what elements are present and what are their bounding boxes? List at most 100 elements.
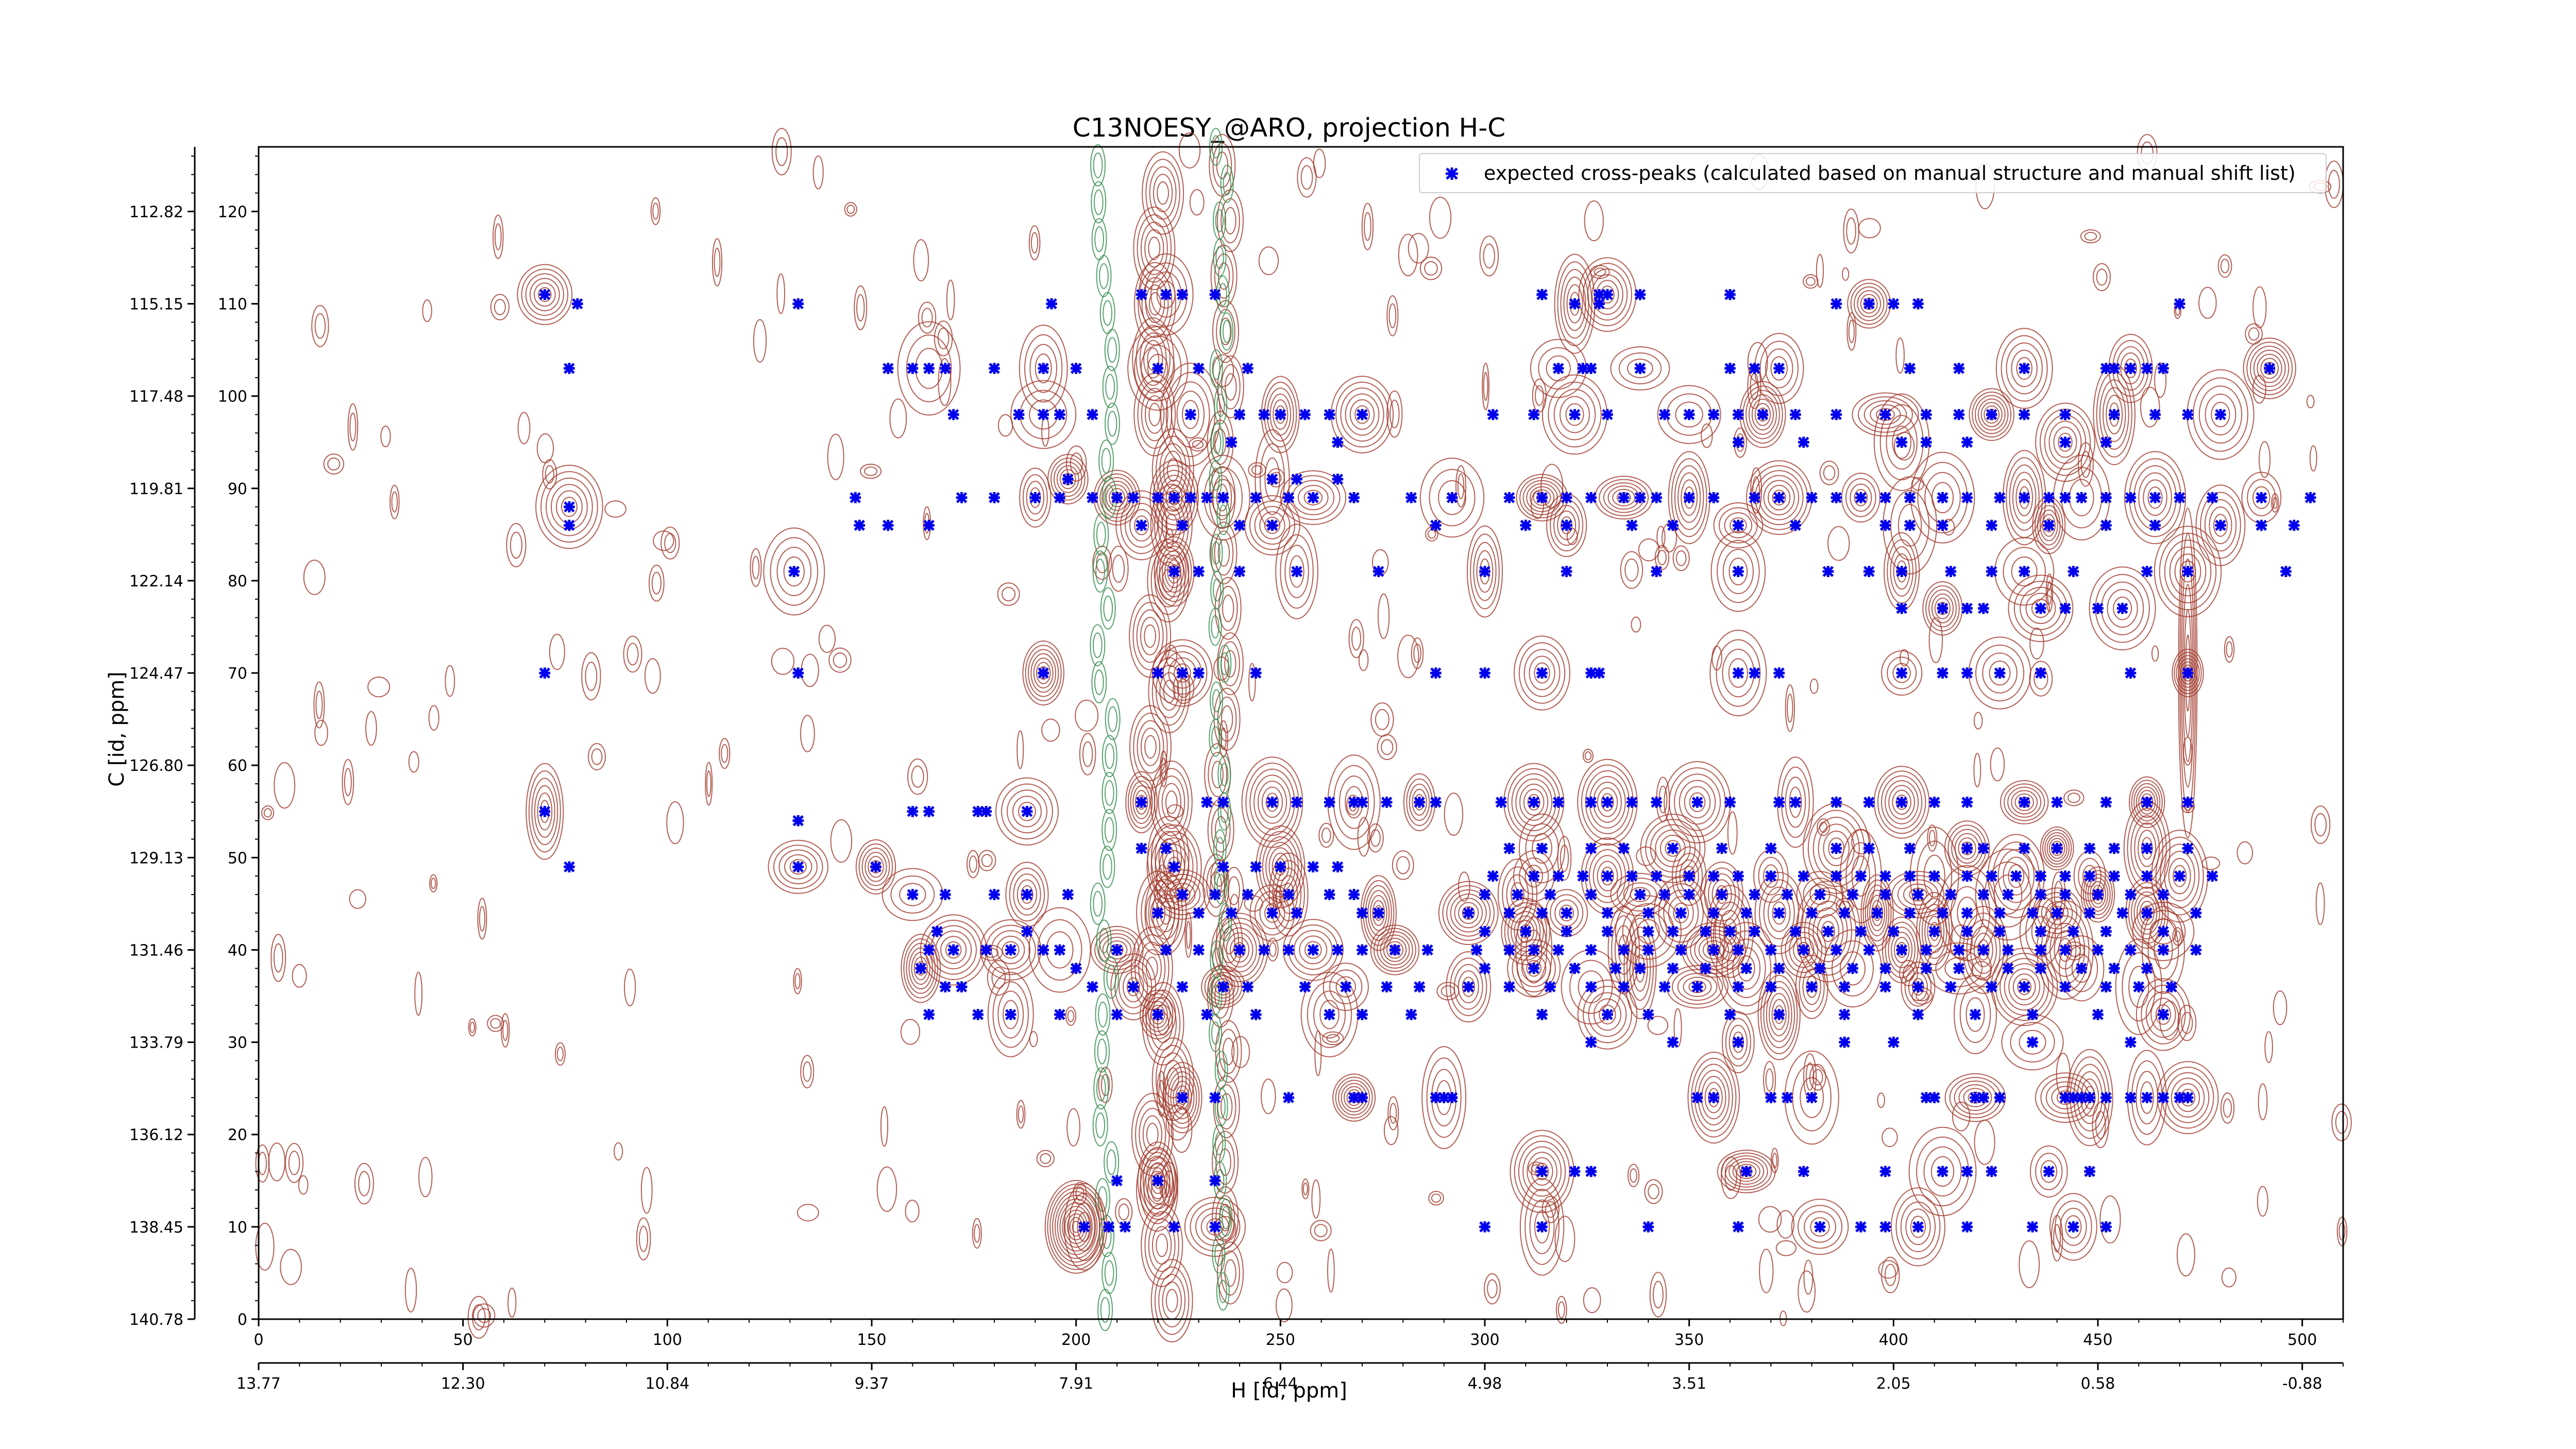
contour-ring xyxy=(1267,468,1285,487)
cross-peak xyxy=(1626,797,1638,808)
contour-ring xyxy=(1526,960,1542,977)
contour-ring xyxy=(422,299,432,322)
contour-ring xyxy=(1654,545,1670,570)
cross-peak xyxy=(1986,519,1997,531)
contour-ring xyxy=(1151,1226,1172,1265)
contour-ring xyxy=(1213,1075,1240,1138)
contour-ring xyxy=(1221,1250,1240,1296)
contour-ring xyxy=(1510,882,1524,907)
contour-ring xyxy=(1802,274,1819,289)
cross-peak xyxy=(1904,492,1916,503)
contour-ring xyxy=(1367,890,1390,936)
contour-ring xyxy=(1209,349,1223,387)
contour-ring xyxy=(1719,507,1758,544)
contour-ring xyxy=(581,652,601,701)
contour-ring xyxy=(2140,386,2160,428)
contour-ring xyxy=(365,711,377,746)
contour-ring xyxy=(868,856,884,878)
contour-ring xyxy=(974,1224,980,1243)
contour-ring xyxy=(2106,395,2123,434)
contour-ring xyxy=(349,412,357,442)
cross-peak xyxy=(1545,981,1556,992)
contour-ring xyxy=(1105,402,1121,445)
contour-ring xyxy=(1785,926,1823,973)
contour-ring xyxy=(280,1249,302,1285)
contour-ring xyxy=(1155,837,1194,897)
cross-peak xyxy=(1348,889,1360,900)
contour-ring xyxy=(639,1225,649,1252)
cross-peak xyxy=(2125,667,2137,679)
contour-ring xyxy=(2025,906,2056,957)
cross-peak xyxy=(2067,1092,2079,1103)
contour-ring xyxy=(2008,864,2025,888)
contour-ring xyxy=(1156,1233,1168,1257)
contour-ring xyxy=(588,743,606,770)
cross-peak xyxy=(1168,861,1180,873)
contour-ring xyxy=(2099,379,2129,450)
contour-ring xyxy=(1812,1069,1823,1086)
contour-ring xyxy=(2137,896,2158,930)
cross-peak xyxy=(1994,925,2006,937)
contour-ring xyxy=(1803,878,1837,912)
contour-ring xyxy=(1144,229,1164,268)
cross-peak xyxy=(923,944,935,956)
cross-peak xyxy=(1087,492,1098,503)
cross-peak xyxy=(1822,925,1834,937)
contour-ring xyxy=(1162,1062,1202,1134)
contour-ring xyxy=(2226,641,2233,658)
contour-ring xyxy=(510,531,523,559)
contour-ring xyxy=(2039,509,2058,542)
contour-ring xyxy=(650,197,661,225)
contour-ring xyxy=(1709,630,1767,717)
contour-ring xyxy=(1150,831,1198,903)
contour-ring xyxy=(776,547,812,596)
contour-ring xyxy=(1138,941,1166,996)
contour-ring xyxy=(1125,502,1159,548)
cross-peak xyxy=(2108,843,2120,854)
contour-ring xyxy=(1041,718,1060,742)
cross-peak xyxy=(1561,492,1572,503)
contour-ring xyxy=(1129,705,1172,789)
contour-ring xyxy=(1090,882,1106,925)
contour-ring xyxy=(827,433,844,480)
cross-peak xyxy=(1863,566,1875,577)
cross-peak xyxy=(1733,409,1744,420)
contour-ring xyxy=(1311,1179,1321,1219)
contour-ring xyxy=(1895,337,1905,374)
contour-ring xyxy=(1218,903,1232,941)
cross-peak xyxy=(1111,492,1123,503)
contour-ring xyxy=(533,282,556,307)
contour-ring xyxy=(1323,963,1369,1011)
cross-peak xyxy=(1740,907,1752,919)
cross-peak xyxy=(2108,963,2120,974)
contour-ring xyxy=(1158,561,1178,600)
contour-ring xyxy=(2019,1240,2040,1288)
legend-marker-icon xyxy=(1446,167,1458,180)
contour-ring xyxy=(1865,884,1890,941)
contour-ring xyxy=(1977,398,2006,431)
contour-ring xyxy=(502,1020,509,1041)
contour-ring xyxy=(1018,801,1036,821)
contour-ring xyxy=(1747,342,1768,383)
contour-ring xyxy=(288,1151,300,1175)
contour-ring xyxy=(1444,793,1464,836)
contour-ring xyxy=(1877,1092,1885,1108)
cross-peak xyxy=(1577,870,1589,882)
contour-ring xyxy=(2160,844,2200,908)
cross-peak xyxy=(2182,843,2194,854)
contour-ring xyxy=(1139,1107,1166,1161)
cross-peak xyxy=(1986,566,1997,577)
contour-ring xyxy=(900,1019,921,1045)
contour-ring xyxy=(1599,1004,1616,1025)
cross-peak xyxy=(539,289,551,300)
contour-ring xyxy=(1101,808,1117,851)
contour-ring xyxy=(2200,492,2241,559)
cross-peak xyxy=(1226,907,1237,919)
contour-ring xyxy=(1518,1140,1566,1202)
y-axis-ppm: 140.78138.45136.12133.79131.46129.13126.… xyxy=(129,147,196,1329)
cross-peak xyxy=(1921,963,1932,974)
cross-peak xyxy=(1773,797,1785,808)
contour-ring xyxy=(1798,1270,1816,1313)
contour-ring xyxy=(1372,900,1385,926)
x-tick-label: 50 xyxy=(453,1331,473,1349)
